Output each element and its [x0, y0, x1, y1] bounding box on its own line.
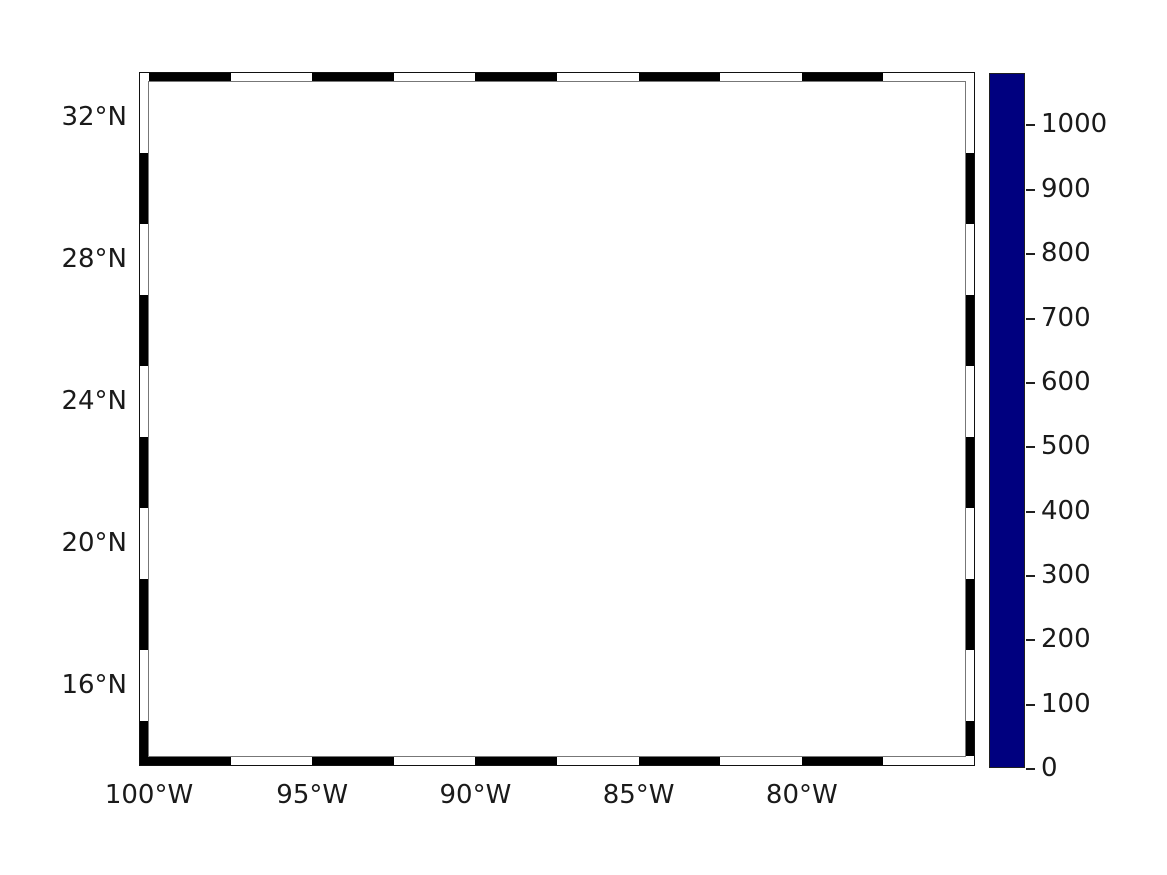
frame-segment-right — [965, 294, 975, 366]
frame-background — [139, 72, 975, 766]
frame-segment-left — [139, 365, 149, 437]
frame-inner-outline — [148, 81, 966, 757]
latitude-tick-label: 16°N — [61, 670, 127, 701]
frame-corner-br — [965, 756, 975, 766]
colorbar-tick-mark — [1026, 510, 1035, 513]
frame-segment-right — [965, 82, 975, 153]
colorbar-tick-mark — [1026, 188, 1035, 191]
frame-segment-right — [965, 436, 975, 508]
frame-segment-bottom — [557, 756, 639, 766]
colorbar-tick-label: 1000 — [1041, 109, 1108, 140]
colorbar-tick-label: 800 — [1041, 238, 1091, 269]
frame-segment-top — [638, 72, 721, 82]
frame-segment-left — [139, 152, 149, 224]
frame-outer-outline — [139, 72, 975, 766]
latitude-tick-label: 20°N — [61, 528, 127, 559]
colorbar-tick-label: 700 — [1041, 302, 1091, 333]
colorbar-tick-label: 300 — [1041, 559, 1091, 590]
colorbar-tick-mark — [1026, 768, 1035, 770]
latitude-tick-label: 24°N — [61, 386, 127, 417]
colorbar-tick-mark — [1026, 639, 1035, 642]
colorbar-tick-mark — [1026, 446, 1035, 449]
frame-segment-top — [393, 72, 476, 82]
longitude-tick-label: 100°W — [104, 780, 194, 810]
frame-segment-right — [965, 720, 975, 756]
frame-segment-top — [149, 72, 231, 82]
frame-segment-left — [139, 649, 149, 721]
colorbar-tick-label: 600 — [1041, 366, 1091, 397]
colorbar-tick-label: 400 — [1041, 495, 1091, 526]
longitude-tick-label: 95°W — [276, 780, 349, 810]
colorbar-tick-mark — [1026, 574, 1035, 577]
frame-segment-bottom — [149, 756, 231, 766]
frame-segment-bottom — [312, 756, 394, 766]
latitude-tick-label: 32°N — [61, 102, 127, 133]
frame-corner-tl — [139, 72, 149, 82]
frame-segment-bottom — [393, 756, 476, 766]
frame-corner-bl — [139, 756, 149, 766]
frame-segment-right — [965, 152, 975, 224]
frame-segment-left — [139, 294, 149, 366]
frame-segment-right — [965, 223, 975, 295]
frame-segment-left — [139, 720, 149, 756]
frame-segment-right — [965, 365, 975, 437]
frame-segment-top — [475, 72, 557, 82]
colorbar-tick-mark — [1026, 253, 1035, 256]
frame-segment-right — [965, 507, 975, 579]
frame-segment-left — [139, 436, 149, 508]
colorbar-tick-mark — [1026, 381, 1035, 384]
frame-segment-left — [139, 223, 149, 295]
frame-segment-bottom — [720, 756, 802, 766]
map-checkered-frame — [139, 72, 975, 766]
latitude-tick-label: 28°N — [61, 244, 127, 275]
frame-segment-bottom — [230, 756, 313, 766]
colorbar-tick-label: 200 — [1041, 624, 1091, 655]
frame-segment-top — [230, 72, 313, 82]
frame-segment-top — [557, 72, 639, 82]
map-axes[interactable] — [139, 72, 975, 766]
colorbar-tick-mark — [1026, 317, 1035, 320]
frame-segment-right — [965, 578, 975, 650]
colorbar-tick-label: 100 — [1041, 688, 1091, 719]
colorbar-tick-mark — [1026, 703, 1035, 706]
frame-segment-bottom — [883, 756, 965, 766]
frame-segment-bottom — [801, 756, 884, 766]
frame-segment-top — [720, 72, 802, 82]
frame-segment-top — [883, 72, 965, 82]
frame-segment-left — [139, 507, 149, 579]
frame-segment-bottom — [638, 756, 721, 766]
colorbar-tick-label: 900 — [1041, 173, 1091, 204]
frame-corner-tr — [965, 72, 975, 82]
longitude-tick-label: 80°W — [765, 780, 838, 810]
colorbar-gradient — [989, 73, 1025, 768]
colorbar-tick-label: 0 — [1041, 753, 1058, 783]
frame-segment-bottom — [475, 756, 557, 766]
frame-segment-top — [312, 72, 394, 82]
colorbar-tick-label: 500 — [1041, 431, 1091, 462]
frame-segment-right — [965, 649, 975, 721]
frame-segment-left — [139, 82, 149, 153]
longitude-tick-label: 90°W — [439, 780, 512, 810]
longitude-tick-label: 85°W — [602, 780, 675, 810]
frame-segment-top — [801, 72, 884, 82]
frame-segment-left — [139, 578, 149, 650]
colorbar-tick-mark — [1026, 124, 1035, 127]
colorbar[interactable]: 0 100 200 300 400 500 600 700 800 900 1000 — [989, 73, 1107, 783]
